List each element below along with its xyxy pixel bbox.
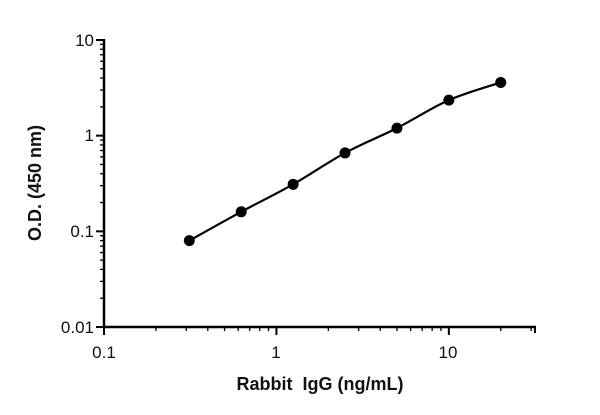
- axes: [96, 39, 536, 335]
- y-tick-label-2: 1: [85, 126, 94, 145]
- data-point-1: [235, 206, 247, 218]
- data-point-2: [287, 178, 299, 190]
- x-tick-label-2: 10: [439, 343, 458, 362]
- data-point-5: [443, 94, 455, 106]
- x-tick-label-0: 0.1: [92, 343, 116, 362]
- y-tick-label-3: 10: [75, 31, 94, 50]
- y-axis-title: O.D. (450 nm): [25, 125, 45, 241]
- plot-area: [183, 76, 507, 247]
- y-tick-label-0: 0.01: [61, 318, 94, 337]
- data-point-6: [495, 76, 507, 88]
- series-curve: [188, 81, 502, 242]
- x-axis-title: Rabbit IgG (ng/mL): [237, 374, 404, 394]
- y-tick-label-1: 0.1: [70, 222, 94, 241]
- data-point-3: [339, 147, 351, 159]
- data-point-0: [183, 235, 195, 247]
- data-point-4: [391, 122, 403, 134]
- x-tick-label-1: 1: [271, 343, 280, 362]
